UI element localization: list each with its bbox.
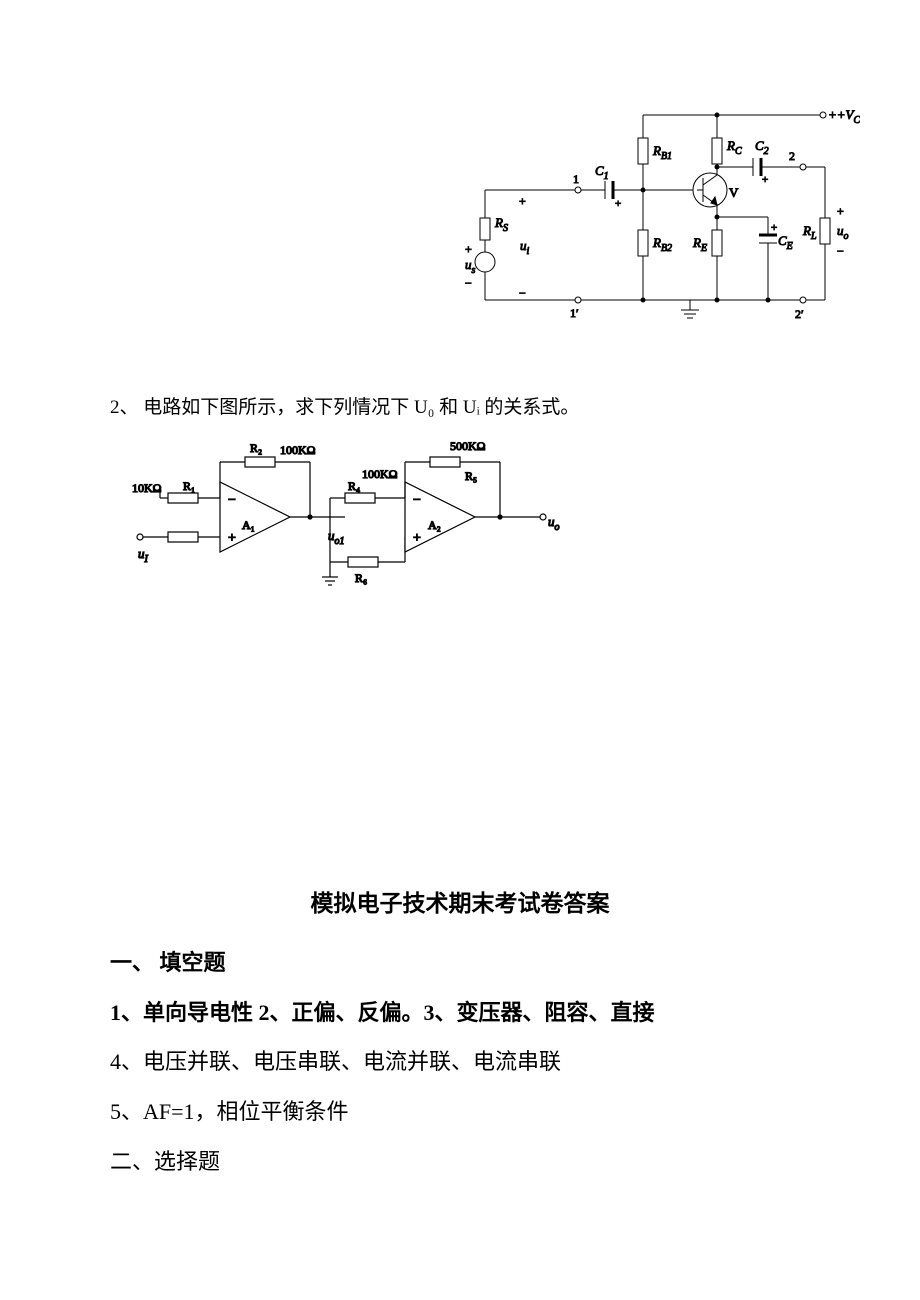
svg-text:R₅: R₅: [465, 469, 477, 483]
svg-text:RB1: RB1: [652, 143, 672, 162]
svg-text:uI: uI: [138, 546, 149, 565]
svg-text:2: 2: [789, 149, 795, 163]
svg-text:100KΩ: 100KΩ: [280, 443, 316, 457]
svg-text:ui: ui: [520, 238, 530, 257]
svg-text:R₆: R₆: [355, 571, 367, 585]
svg-text:R₁: R₁: [183, 479, 195, 493]
svg-text:RE: RE: [692, 235, 707, 254]
circuit-transistor: RS + us − 1 + ui − 1′ C1 + RB1 RB2: [465, 105, 860, 330]
svg-text:−: −: [228, 493, 236, 508]
answer-title: 模拟电子技术期末考试卷答案: [110, 882, 810, 926]
svg-text:+: +: [615, 198, 621, 210]
svg-text:V: V: [729, 185, 739, 200]
question-2-text: 2、 电路如下图所示，求下列情况下 U₀ 和 Uᵢ 的关系式。: [110, 390, 810, 426]
answer-line-4: 4、电压并联、电压串联、电流并联、电流串联: [110, 1041, 810, 1083]
svg-text:1: 1: [573, 172, 579, 186]
rs-label: RS: [494, 215, 508, 234]
answer-line-5: 5、AF=1，相位平衡条件: [110, 1091, 810, 1133]
svg-text:10KΩ: 10KΩ: [132, 481, 162, 495]
svg-text:RB2: RB2: [652, 235, 672, 254]
answer-line-1: 1、单向导电性 2、正偏、反偏。3、变压器、阻容、直接: [110, 992, 810, 1034]
svg-text:A₂: A₂: [428, 518, 441, 532]
svg-text:+: +: [413, 531, 421, 546]
svg-text:uo: uo: [837, 223, 849, 242]
svg-text:2′: 2′: [795, 307, 804, 321]
svg-text:+: +: [762, 174, 768, 186]
svg-text:100KΩ: 100KΩ: [362, 467, 398, 481]
svg-text:R₂: R₂: [250, 441, 262, 455]
svg-text:RL: RL: [802, 223, 817, 242]
svg-text:+: +: [228, 531, 236, 546]
circuit-opamp: uI R₁ 10KΩ − + A₁ R₂ 100KΩ uo1 R₄ 100KΩ: [130, 432, 600, 607]
svg-text:RC: RC: [726, 138, 742, 157]
svg-text:−: −: [837, 244, 844, 258]
svg-text:+: +: [465, 242, 472, 256]
svg-text:us: us: [465, 257, 476, 276]
svg-text:+: +: [771, 222, 777, 234]
svg-text:−: −: [465, 276, 472, 290]
svg-text:uo: uo: [548, 514, 560, 533]
svg-text:+: +: [837, 204, 844, 218]
svg-text:++VCC: ++VCC: [828, 107, 860, 126]
svg-text:A₁: A₁: [242, 518, 255, 532]
svg-text:500KΩ: 500KΩ: [450, 439, 486, 453]
svg-text:1′: 1′: [570, 306, 579, 320]
section-2-title: 二、选择题: [110, 1141, 810, 1183]
svg-text:C2: C2: [755, 138, 769, 157]
svg-text:C1: C1: [595, 163, 609, 182]
svg-text:R₄: R₄: [348, 479, 360, 493]
section-1-title: 一、 填空题: [110, 942, 810, 984]
svg-text:+: +: [519, 194, 526, 208]
svg-text:−: −: [413, 493, 421, 508]
svg-text:−: −: [519, 286, 526, 300]
svg-text:CE: CE: [778, 233, 793, 252]
